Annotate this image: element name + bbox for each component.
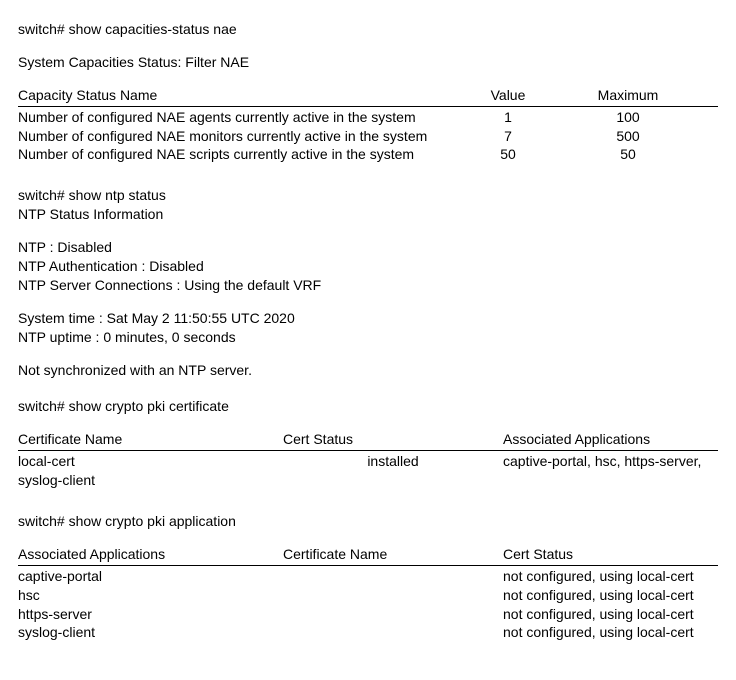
cell-cert-name: syslog-client bbox=[18, 471, 283, 490]
section-pki-certificate: switch# show crypto pki certificate Cert… bbox=[18, 397, 718, 490]
table-row: Number of configured NAE agents currentl… bbox=[18, 108, 718, 127]
cell-max: 50 bbox=[568, 145, 688, 164]
table-header: Capacity Status Name Value Maximum bbox=[18, 86, 718, 105]
cell-assoc-apps: captive-portal, hsc, https-server, bbox=[503, 452, 718, 471]
cell-name: Number of configured NAE scripts current… bbox=[18, 145, 448, 164]
cell-app: https-server bbox=[18, 605, 283, 624]
cell-app: captive-portal bbox=[18, 567, 283, 586]
status-line: Not synchronized with an NTP server. bbox=[18, 361, 718, 380]
section-capacities: switch# show capacities-status nae Syste… bbox=[18, 20, 718, 164]
col-header-cert-name: Certificate Name bbox=[18, 430, 283, 449]
status-line: NTP Authentication : Disabled bbox=[18, 257, 718, 276]
divider bbox=[18, 450, 718, 451]
col-header-name: Capacity Status Name bbox=[18, 86, 448, 105]
cell-cert-status: not configured, using local-cert bbox=[503, 623, 718, 642]
cmd-prompt: switch# show crypto pki certificate bbox=[18, 397, 718, 416]
cell-value: 7 bbox=[448, 127, 568, 146]
status-line: NTP : Disabled bbox=[18, 238, 718, 257]
cell-cert-name bbox=[283, 623, 503, 642]
table-row: local-cert installed captive-portal, hsc… bbox=[18, 452, 718, 471]
col-header-cert-status: Cert Status bbox=[503, 545, 718, 564]
table-row: captive-portal not configured, using loc… bbox=[18, 567, 718, 586]
divider bbox=[18, 106, 718, 107]
col-header-assoc-apps: Associated Applications bbox=[503, 430, 718, 449]
cmd-prompt: switch# show ntp status bbox=[18, 186, 718, 205]
status-line: System time : Sat May 2 11:50:55 UTC 202… bbox=[18, 309, 718, 328]
cell-cert-name: local-cert bbox=[18, 452, 283, 471]
table-header: Certificate Name Cert Status Associated … bbox=[18, 430, 718, 449]
col-header-cert-name: Certificate Name bbox=[283, 545, 503, 564]
section-title: NTP Status Information bbox=[18, 205, 718, 224]
cell-cert-name bbox=[283, 605, 503, 624]
col-header-assoc-apps: Associated Applications bbox=[18, 545, 283, 564]
table-row: syslog-client not configured, using loca… bbox=[18, 623, 718, 642]
section-pki-application: switch# show crypto pki application Asso… bbox=[18, 512, 718, 642]
col-header-max: Maximum bbox=[568, 86, 688, 105]
cell-app: syslog-client bbox=[18, 623, 283, 642]
cell-name: Number of configured NAE monitors curren… bbox=[18, 127, 448, 146]
cell-cert-status: not configured, using local-cert bbox=[503, 605, 718, 624]
status-line: NTP uptime : 0 minutes, 0 seconds bbox=[18, 328, 718, 347]
cell-cert-name bbox=[283, 586, 503, 605]
table-row: syslog-client bbox=[18, 471, 718, 490]
cell-max: 500 bbox=[568, 127, 688, 146]
cell-assoc-apps bbox=[503, 471, 718, 490]
table-row: hsc not configured, using local-cert bbox=[18, 586, 718, 605]
cmd-prompt: switch# show crypto pki application bbox=[18, 512, 718, 531]
cell-cert-status bbox=[283, 471, 503, 490]
cell-value: 50 bbox=[448, 145, 568, 164]
cell-cert-status: installed bbox=[283, 452, 503, 471]
cell-name: Number of configured NAE agents currentl… bbox=[18, 108, 448, 127]
cell-cert-status: not configured, using local-cert bbox=[503, 567, 718, 586]
cell-max: 100 bbox=[568, 108, 688, 127]
divider bbox=[18, 565, 718, 566]
table-row: Number of configured NAE scripts current… bbox=[18, 145, 718, 164]
cmd-prompt: switch# show capacities-status nae bbox=[18, 20, 718, 39]
table-row: Number of configured NAE monitors curren… bbox=[18, 127, 718, 146]
section-title: System Capacities Status: Filter NAE bbox=[18, 53, 718, 72]
col-header-value: Value bbox=[448, 86, 568, 105]
cell-value: 1 bbox=[448, 108, 568, 127]
section-ntp: switch# show ntp status NTP Status Infor… bbox=[18, 186, 718, 379]
cell-cert-status: not configured, using local-cert bbox=[503, 586, 718, 605]
table-header: Associated Applications Certificate Name… bbox=[18, 545, 718, 564]
col-header-cert-status: Cert Status bbox=[283, 430, 503, 449]
cell-app: hsc bbox=[18, 586, 283, 605]
cell-cert-name bbox=[283, 567, 503, 586]
table-row: https-server not configured, using local… bbox=[18, 605, 718, 624]
status-line: NTP Server Connections : Using the defau… bbox=[18, 276, 718, 295]
